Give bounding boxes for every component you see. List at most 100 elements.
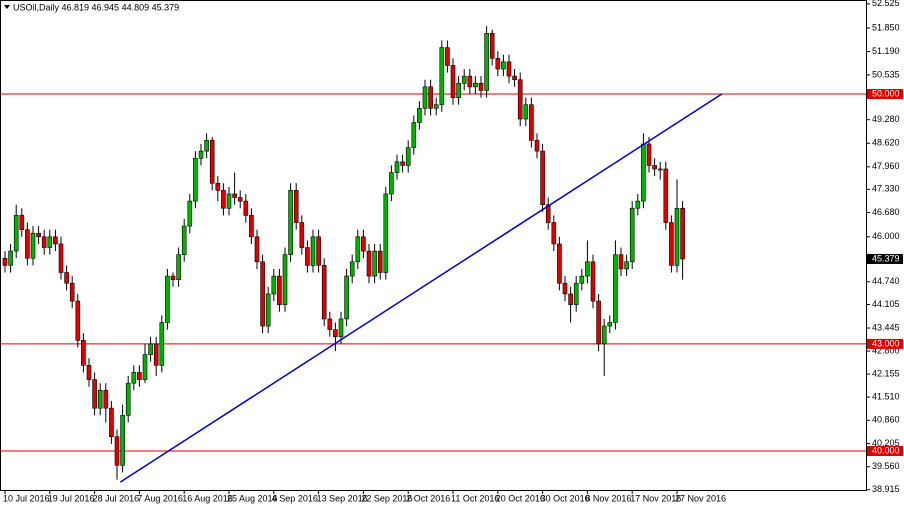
candle-body xyxy=(596,300,601,345)
y-tick-label: 42.800 xyxy=(872,345,900,355)
candle-body xyxy=(215,182,221,191)
candle-body xyxy=(36,232,41,238)
y-tick-label: 50.535 xyxy=(872,69,900,79)
candle-body xyxy=(489,33,495,59)
y-tick-label: 52.525 xyxy=(872,0,900,8)
candle-body xyxy=(153,343,159,366)
x-tick-label: 30 Oct 2016 xyxy=(541,493,590,503)
candle-body xyxy=(226,193,232,209)
candle-body xyxy=(25,229,30,259)
candle-body xyxy=(349,261,355,277)
candle-body xyxy=(299,222,305,248)
candle-body xyxy=(389,172,394,195)
candle-body xyxy=(176,254,181,280)
x-tick-label: 7 Aug 2016 xyxy=(137,493,183,503)
header-icon xyxy=(4,5,10,9)
candle-body xyxy=(64,272,69,284)
x-tick-label: 13 Sep 2016 xyxy=(317,493,368,503)
candle-body xyxy=(344,275,349,320)
y-tick-label: 46.000 xyxy=(872,231,900,241)
candle-body xyxy=(58,243,64,273)
level-label: 43.000 xyxy=(872,338,900,348)
candle-body xyxy=(641,143,646,202)
candle-body xyxy=(327,318,333,330)
candle-body xyxy=(69,282,75,302)
x-tick-label: 22 Sep 2016 xyxy=(361,493,412,503)
candle-body xyxy=(590,261,596,302)
candle-body xyxy=(422,86,428,109)
candle-body xyxy=(657,168,663,171)
y-tick-label: 39.560 xyxy=(872,461,900,471)
x-tick-label: 27 Nov 2016 xyxy=(675,493,726,503)
candle-body xyxy=(204,140,209,152)
candle-body xyxy=(445,47,450,66)
candle-body xyxy=(47,236,53,248)
candle-body xyxy=(125,382,131,416)
candle-body xyxy=(53,236,58,245)
candle-body xyxy=(680,207,685,260)
x-tick-label: 16 Aug 2016 xyxy=(182,493,233,503)
candle-body xyxy=(221,190,226,209)
candle-body xyxy=(450,65,456,98)
candle-body xyxy=(461,75,467,84)
candle-body xyxy=(579,275,585,284)
candle-body xyxy=(663,168,669,223)
candle-body xyxy=(652,165,657,170)
candle-body xyxy=(148,343,153,355)
candle-body xyxy=(131,372,137,384)
candle-body xyxy=(97,390,103,409)
x-tick-label: 25 Aug 2016 xyxy=(227,493,278,503)
candle-body xyxy=(260,261,265,327)
candle-body xyxy=(13,215,19,252)
candle-body xyxy=(456,82,461,98)
y-tick-label: 51.850 xyxy=(872,22,900,32)
y-tick-label: 44.740 xyxy=(872,276,900,286)
candle-body xyxy=(277,275,282,305)
x-tick-label: 8 Nov 2016 xyxy=(585,493,631,503)
candle-body xyxy=(618,254,624,270)
y-tick-label: 47.960 xyxy=(872,161,900,171)
candle-body xyxy=(271,275,277,295)
candle-body xyxy=(103,390,109,409)
y-tick-label: 47.330 xyxy=(872,184,900,194)
candle-body xyxy=(142,354,148,380)
candle-body xyxy=(372,250,377,277)
candle-body xyxy=(321,265,327,320)
x-tick-label: 4 Sep 2016 xyxy=(272,493,318,503)
level-label-box xyxy=(867,338,903,349)
plot-frame xyxy=(0,0,867,491)
candle-body xyxy=(114,436,120,466)
x-tick-label: 28 Jul 2016 xyxy=(93,493,140,503)
candle-body xyxy=(137,372,142,380)
candle-body xyxy=(170,275,176,280)
candle-body xyxy=(405,147,411,166)
candle-body xyxy=(209,140,215,184)
candle-body xyxy=(282,254,288,305)
candle-body xyxy=(478,82,484,91)
candle-body xyxy=(523,104,529,120)
candle-body xyxy=(198,150,204,159)
candle-body xyxy=(159,322,165,366)
candle-body xyxy=(92,379,97,409)
candle-body xyxy=(355,236,361,263)
candle-body xyxy=(249,215,254,238)
candle-body xyxy=(377,250,383,273)
candle-body xyxy=(495,58,501,70)
candle-body xyxy=(473,82,478,88)
candle-body xyxy=(75,300,81,341)
level-label-box xyxy=(867,89,903,100)
candle-body xyxy=(506,61,512,77)
candle-body xyxy=(165,275,170,323)
candle-body xyxy=(193,157,198,202)
candle-body xyxy=(310,236,316,266)
y-tick-label: 49.280 xyxy=(872,114,900,124)
x-tick-label: 2 Oct 2016 xyxy=(406,493,450,503)
candle-body xyxy=(2,257,8,266)
candle-body xyxy=(243,200,249,216)
y-tick-label: 42.155 xyxy=(872,368,900,378)
last-price-box xyxy=(867,253,903,264)
candle-body xyxy=(545,204,551,223)
candle-body xyxy=(557,243,562,284)
y-tick-label: 48.620 xyxy=(872,138,900,148)
